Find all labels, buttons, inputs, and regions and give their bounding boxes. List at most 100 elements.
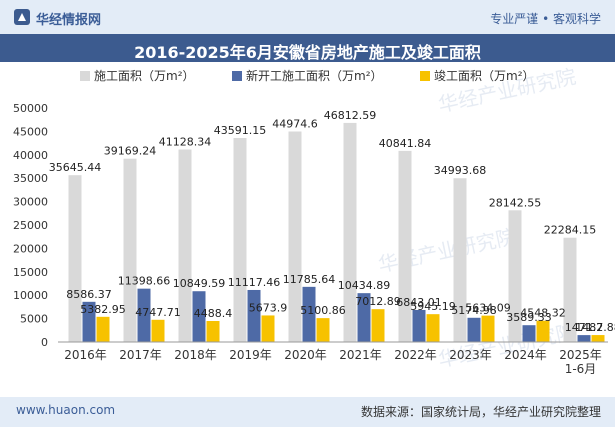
legend-swatch bbox=[232, 71, 242, 81]
data-label: 3589.33 bbox=[506, 311, 552, 324]
bar bbox=[151, 319, 165, 342]
legend-label: 竣工面积（万m²） bbox=[434, 68, 535, 83]
data-label: 43591.15 bbox=[214, 124, 267, 137]
x-tick-label: 2021年 bbox=[339, 348, 382, 362]
bar bbox=[137, 288, 151, 342]
bar bbox=[316, 318, 330, 342]
bar bbox=[371, 309, 385, 342]
legend-label: 新开工施工面积（万m²） bbox=[246, 68, 383, 83]
bar bbox=[577, 335, 591, 342]
bar bbox=[508, 210, 522, 342]
bar bbox=[96, 316, 110, 342]
legend-swatch bbox=[420, 71, 430, 81]
brand-name: 华经情报网 bbox=[36, 13, 102, 28]
bar bbox=[261, 315, 275, 342]
bars bbox=[68, 122, 605, 342]
y-tick-label: 40000 bbox=[13, 149, 48, 162]
bar bbox=[68, 175, 82, 342]
data-label: 8586.37 bbox=[66, 288, 112, 301]
y-tick-label: 50000 bbox=[13, 102, 48, 115]
x-axis: 2016年 2017年 2018年 2019年 2020年 2021年 2022年 2023年… bbox=[58, 341, 608, 376]
chart-title: 2016-2025年6月安徽省房地产施工及竣工面积 bbox=[134, 43, 481, 62]
data-label: 5100.86 bbox=[300, 304, 346, 317]
x-tick-label: 2017年 bbox=[119, 348, 162, 362]
bar-chart: 华经产业研究院 华经产业研究院 华经产业研究院 施工面积（万m²） 新开工施工面积… bbox=[13, 64, 615, 376]
bar bbox=[302, 286, 316, 342]
data-label: 5174.98 bbox=[451, 304, 497, 317]
x-tick-label: 2020年 bbox=[284, 348, 327, 362]
y-tick-label: 10000 bbox=[13, 289, 48, 302]
bar bbox=[178, 149, 192, 342]
x-tick-label: 2018年 bbox=[174, 348, 217, 362]
bar bbox=[288, 131, 302, 342]
watermark-text: 华经产业研究院 bbox=[376, 224, 518, 277]
bar bbox=[82, 301, 96, 342]
bar bbox=[481, 315, 495, 342]
data-label: 4548.32 bbox=[520, 307, 566, 320]
y-axis: 0 5000 10000 15000 20000 25000 30000 35000 40000… bbox=[13, 102, 48, 349]
data-label: 34993.68 bbox=[434, 164, 487, 177]
data-label: 11785.64 bbox=[283, 273, 336, 286]
x-tick-label: 2024年 bbox=[504, 348, 547, 362]
bar bbox=[192, 291, 206, 342]
data-label: 44974.6 bbox=[272, 118, 318, 131]
footer-site: www.huaon.com bbox=[16, 403, 116, 417]
bar bbox=[536, 320, 550, 342]
bar bbox=[206, 320, 220, 342]
y-tick-label: 35000 bbox=[13, 172, 48, 185]
x-tick-label: 2022年 bbox=[394, 348, 437, 362]
y-tick-label: 0 bbox=[41, 336, 48, 349]
x-tick-label: 2023年 bbox=[449, 348, 492, 362]
data-label: 5945.19 bbox=[410, 300, 456, 313]
bar bbox=[426, 314, 440, 342]
bar bbox=[412, 309, 426, 342]
data-labels: 35645.44 8586.37 5382.95 39169.24 11398.66 47… bbox=[49, 109, 615, 334]
data-label: 6843.01 bbox=[396, 296, 442, 309]
x-tick-label: 2019年 bbox=[229, 348, 272, 362]
bar bbox=[343, 122, 357, 342]
data-label: 41128.34 bbox=[159, 136, 212, 149]
x-tick-label: 2025年 bbox=[559, 348, 602, 362]
brand-slogan: 专业严谨 • 客观科学 bbox=[490, 12, 601, 26]
bar bbox=[398, 150, 412, 342]
data-label: 10849.59 bbox=[173, 277, 226, 290]
data-label: 4488.4 bbox=[194, 307, 233, 320]
footer-bar bbox=[0, 397, 615, 427]
bar bbox=[357, 293, 371, 342]
bar bbox=[467, 317, 481, 342]
data-label: 40841.84 bbox=[379, 137, 432, 150]
data-label: 11398.66 bbox=[118, 275, 171, 288]
data-label: 28142.55 bbox=[489, 196, 542, 209]
bar bbox=[233, 137, 247, 342]
data-label: 1482.88 bbox=[575, 321, 615, 334]
bar bbox=[453, 178, 467, 342]
data-label: 5673.9 bbox=[249, 301, 288, 314]
top-bar bbox=[0, 0, 615, 34]
huajing-logo-icon bbox=[14, 9, 30, 25]
data-label: 22284.15 bbox=[544, 224, 597, 237]
bar bbox=[247, 289, 261, 342]
y-tick-label: 45000 bbox=[13, 125, 48, 138]
y-tick-label: 15000 bbox=[13, 266, 48, 279]
data-label: 39169.24 bbox=[104, 145, 157, 158]
bar bbox=[591, 335, 605, 342]
chart-legend: 施工面积（万m²） 新开工施工面积（万m²） 竣工面积（万m²） bbox=[80, 68, 535, 83]
bar bbox=[123, 158, 137, 342]
y-tick-label: 20000 bbox=[13, 242, 48, 255]
y-tick-label: 5000 bbox=[20, 313, 48, 326]
data-label: 1471.7 bbox=[565, 321, 604, 334]
y-tick-label: 25000 bbox=[13, 219, 48, 232]
x-tick-label: 2016年 bbox=[64, 348, 107, 362]
data-label: 4747.71 bbox=[135, 306, 181, 319]
legend-swatch bbox=[80, 71, 90, 81]
data-label: 46812.59 bbox=[324, 109, 377, 122]
data-label: 7012.89 bbox=[355, 295, 401, 308]
data-label: 5382.95 bbox=[80, 303, 126, 316]
data-label: 5634.09 bbox=[465, 302, 511, 315]
title-bar bbox=[0, 34, 615, 62]
bar bbox=[522, 325, 536, 342]
x-tick-label: 1-6月 bbox=[565, 362, 597, 376]
legend-label: 施工面积（万m²） bbox=[94, 69, 195, 83]
data-label: 35645.44 bbox=[49, 161, 102, 174]
